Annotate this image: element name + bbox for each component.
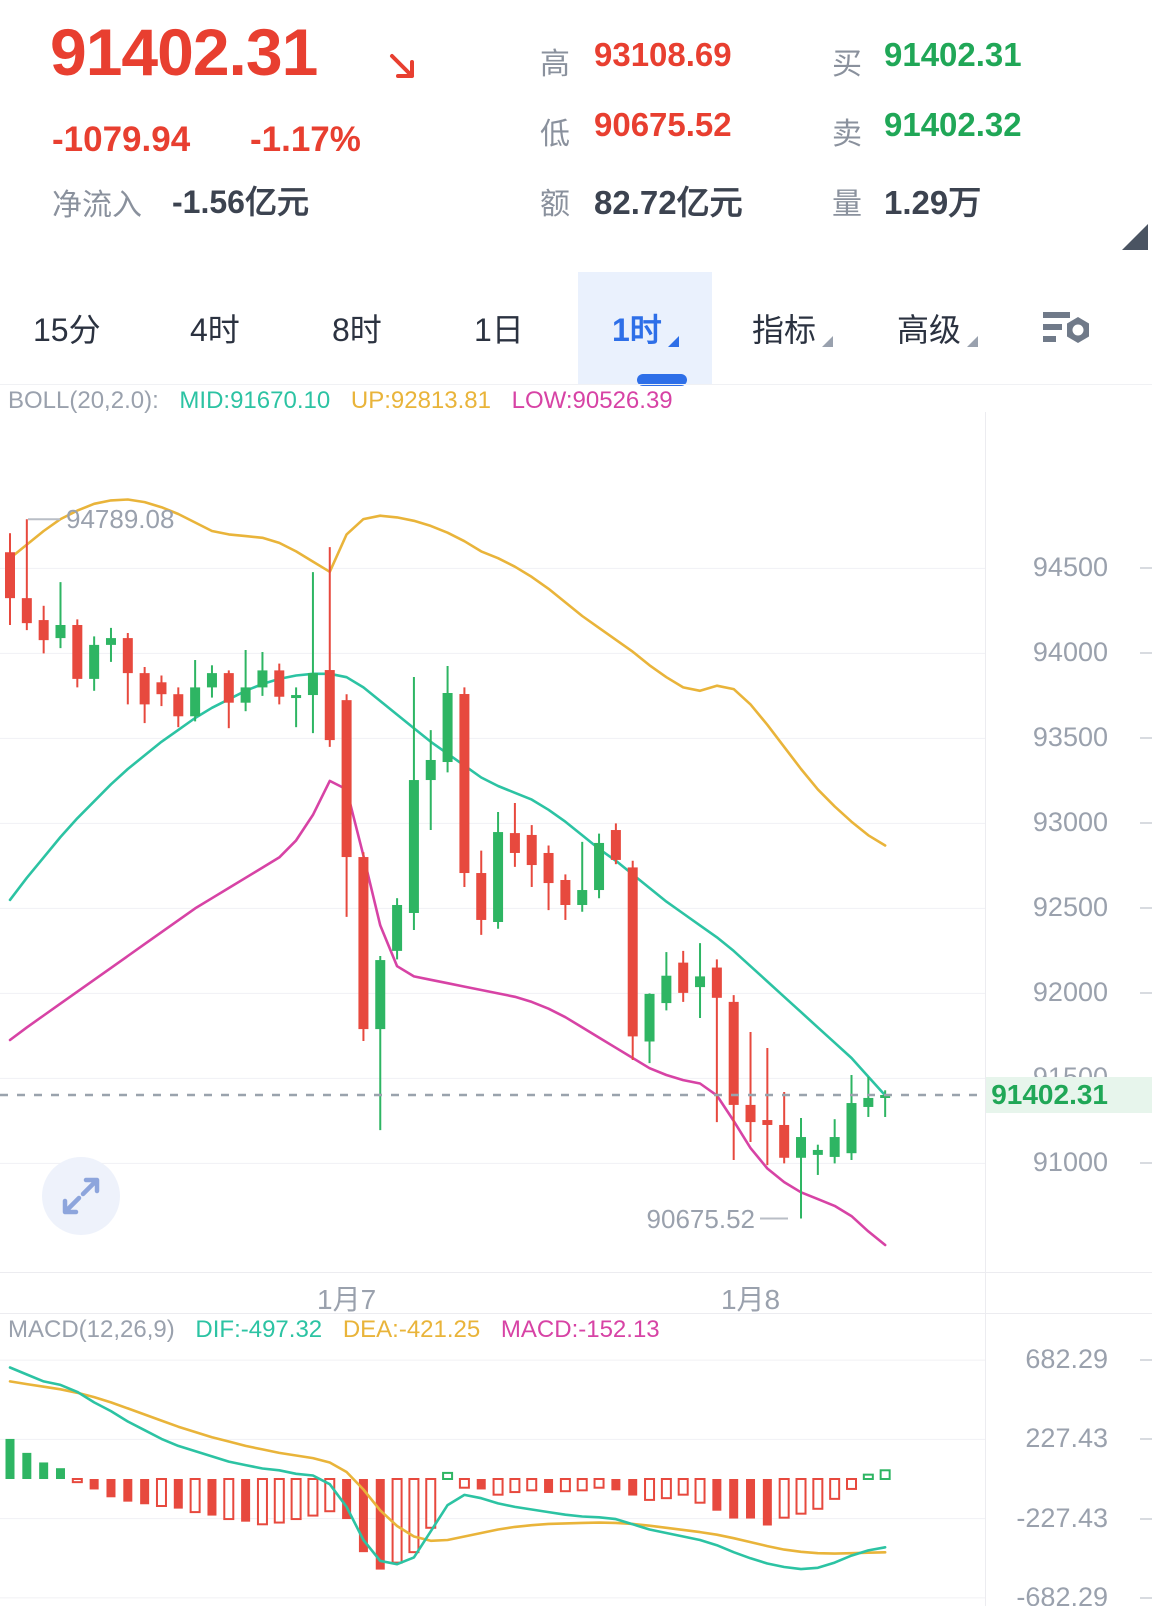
macd-title: MACD(12,26,9) — [8, 1316, 175, 1343]
tab-label: 高级 — [897, 312, 962, 348]
chevron-down-icon — [667, 335, 679, 347]
expand-chart-button[interactable] — [42, 1157, 120, 1235]
axis-tick — [1140, 907, 1152, 910]
stat-label: 额 — [540, 188, 570, 221]
stat-value: 93108.69 — [594, 36, 732, 73]
boll-low-value: LOW:90526.39 — [511, 387, 673, 414]
tab-4时[interactable]: 4时 — [190, 272, 240, 384]
last-price: 91402.31 — [50, 15, 318, 89]
time-tick-label: 1月8 — [720, 1284, 781, 1315]
macd-tick-label: 682.29 — [1025, 1344, 1108, 1375]
axis-tick — [1140, 1359, 1152, 1362]
macd-dea-value: DEA:-421.25 — [342, 1316, 481, 1343]
selected-tab-highlight — [578, 272, 712, 384]
stat-value: 91402.32 — [884, 106, 1022, 143]
tab-1时[interactable]: 1时 — [612, 272, 679, 384]
expand-arrows-icon — [62, 1177, 100, 1215]
stat-value: 82.72亿元 — [594, 184, 743, 221]
stat-label: 买 — [832, 48, 862, 81]
macd-tick-label: -682.29 — [1016, 1581, 1108, 1606]
axis-tick — [1140, 652, 1152, 655]
quote-header: 91402.31 -1079.94 -1.17% 净流入 -1.56亿元 高 93… — [0, 0, 1152, 273]
list-settings-icon — [1043, 312, 1089, 343]
boll-indicator-row: BOLL(20,2.0): MID:91670.10 UP:92813.81 L… — [0, 384, 1152, 414]
chevron-down-icon — [967, 335, 979, 347]
price-tick-label: 94000 — [1032, 637, 1108, 668]
tab-1日[interactable]: 1日 — [474, 272, 524, 384]
price-change-percent: -1.17% — [250, 120, 361, 159]
macd-tick-label: 227.43 — [1025, 1423, 1108, 1454]
price-tick-label: 93000 — [1032, 807, 1108, 838]
tab-高级[interactable]: 高级 — [897, 272, 979, 384]
stat-label: 高 — [540, 48, 570, 81]
last-price-tag: 91402.31 — [986, 1077, 1152, 1113]
stat-label: 卖 — [832, 118, 862, 151]
macd-tick-label: -227.43 — [1016, 1502, 1108, 1533]
session-high-marker: 94789.08 — [66, 504, 175, 535]
tab-label: 指标 — [752, 312, 817, 348]
axis-tick — [1140, 1162, 1152, 1165]
boll-mid-value: MID:91670.10 — [179, 387, 331, 414]
price-tick-label: 92500 — [1032, 892, 1108, 923]
tab-label: 15分 — [33, 312, 101, 348]
time-tick-label: 1月7 — [317, 1284, 377, 1315]
chevron-down-icon — [822, 335, 834, 347]
expand-corner-handle[interactable] — [1122, 224, 1148, 250]
timeframe-tabbar: 15分 4时 8时 1日 1时 指标 高级 — [0, 272, 1152, 386]
stat-value: 1.29万 — [884, 184, 982, 221]
axis-tick — [1140, 1596, 1152, 1599]
boll-title: BOLL(20,2.0): — [8, 387, 159, 414]
tab-15分[interactable]: 15分 — [33, 272, 101, 384]
price-change: -1079.94 — [52, 120, 191, 159]
stat-label: 量 — [832, 188, 862, 221]
session-low-marker: 90675.52 — [646, 1203, 755, 1234]
stat-value: 91402.31 — [884, 36, 1022, 73]
price-tick-label: 92000 — [1032, 977, 1108, 1008]
netflow-label: 净流入 — [52, 189, 142, 222]
macd-macd-value: MACD:-152.13 — [500, 1316, 660, 1343]
tab-label: 4时 — [190, 312, 240, 348]
tab-label: 8时 — [332, 312, 382, 348]
axis-tick — [1140, 567, 1152, 570]
axis-tick — [1140, 1438, 1152, 1441]
axis-tick — [1140, 737, 1152, 740]
boll-up-value: UP:92813.81 — [350, 387, 491, 414]
tab-label: 1时 — [612, 312, 662, 348]
macd-dif-value: DIF:-497.32 — [195, 1316, 323, 1343]
macd-chart[interactable] — [0, 1346, 985, 1606]
candlestick-chart[interactable] — [0, 412, 985, 1272]
stat-label: 低 — [540, 118, 570, 151]
tab-8时[interactable]: 8时 — [332, 272, 382, 384]
stat-value: 90675.52 — [594, 106, 732, 143]
tab-指标[interactable]: 指标 — [752, 272, 834, 384]
price-axis-line — [985, 412, 986, 1606]
axis-tick — [1140, 1517, 1152, 1520]
axis-tick — [1140, 992, 1152, 995]
price-down-arrow-icon — [390, 54, 414, 78]
tab-label: 1日 — [474, 312, 524, 348]
price-tick-label: 93500 — [1032, 722, 1108, 753]
chart-settings-button[interactable] — [1042, 272, 1092, 384]
time-axis: 1月7 1月8 — [0, 1272, 1152, 1315]
macd-indicator-row: MACD(12,26,9) DIF:-497.32 DEA:-421.25 MA… — [0, 1314, 1152, 1344]
axis-tick — [1140, 822, 1152, 825]
selected-tab-underline — [637, 374, 687, 386]
price-tick-label: 94500 — [1032, 552, 1108, 583]
price-tick-label: 91000 — [1032, 1147, 1108, 1178]
netflow-value: -1.56亿元 — [172, 184, 309, 220]
